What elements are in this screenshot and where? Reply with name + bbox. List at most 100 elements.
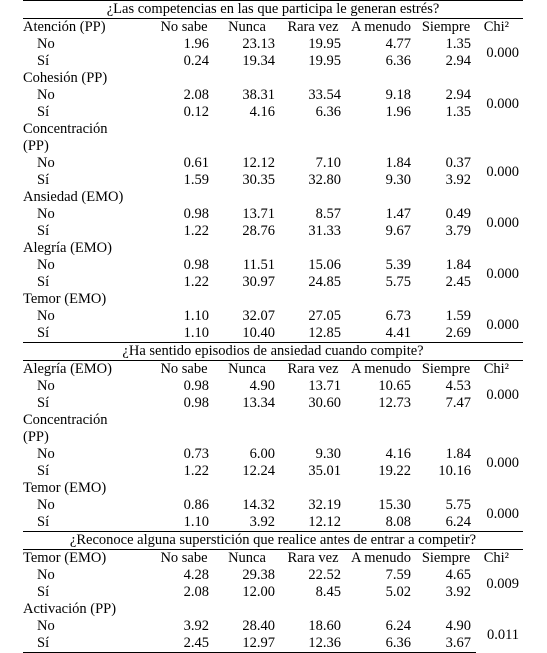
group-header-row: Atención (PP) No sabe Nunca Rara vez A menud… [23,19,523,37]
group-label: Ansiedad (EMO) [23,189,124,205]
group-header-row: Temor (EMO) [23,291,523,308]
chi-value: 0.000 [486,214,520,231]
cell-value: 33.54 [308,87,341,103]
empty-cell [346,138,416,155]
chi-header: Chi² [483,361,510,377]
empty-cell [476,291,523,308]
cell-value: 0.37 [445,155,471,171]
group-header-row: Ansiedad (EMO) [23,189,523,206]
empty-cell [416,429,476,446]
cell-value: 1.84 [385,155,411,171]
cell-value: 23.13 [242,36,275,52]
cell-value: 13.71 [242,206,275,222]
row-label: No [37,446,55,462]
cell-value: 10.16 [438,463,471,479]
empty-cell [280,480,346,497]
cell-value: 1.96 [385,104,411,120]
empty-cell [214,480,280,497]
group-header-row: Concentración [23,412,523,429]
data-row: Sí 1.22 12.24 35.01 19.22 10.16 [23,463,523,480]
column-header: Nunca [228,361,266,377]
empty-cell [280,412,346,429]
data-row: Sí 1.22 28.76 31.33 9.67 3.79 [23,223,523,240]
chi-value: 0.000 [486,265,520,282]
row-label: No [37,36,55,52]
data-row: Sí 0.24 19.34 19.95 6.36 2.94 [23,53,523,70]
cell-value: 8.57 [315,206,341,222]
chi-value: 0.009 [486,575,520,592]
question-text: ¿Ha sentido episodios de ansiedad cuando… [23,342,524,361]
cell-value: 12.24 [242,463,275,479]
group-label: Atención (PP) [23,19,106,35]
cell-value: 9.30 [385,172,411,188]
cell-value: 2.69 [445,325,471,341]
chi-value: 0.000 [486,454,520,471]
cell-value: 12.12 [242,155,275,171]
cell-value: 8.45 [315,584,341,600]
data-row: No 4.28 29.38 22.52 7.59 4.65 0.009 [23,567,523,592]
group-label: Temor (EMO) [23,550,107,566]
cell-value: 29.38 [242,567,275,583]
empty-cell [154,291,214,308]
cell-value: 6.73 [385,308,411,324]
cell-value: 4.90 [249,378,275,394]
data-row: No 0.98 4.90 13.71 10.65 4.53 0.000 [23,378,523,403]
column-header: A menudo [350,550,411,566]
empty-cell [416,240,476,257]
cell-value: 0.98 [183,257,209,273]
cell-value: 13.34 [242,395,275,411]
group-label: Alegría (EMO) [23,361,112,377]
empty-cell [154,412,214,429]
cell-value: 32.19 [308,497,341,513]
cell-value: 4.28 [183,567,209,583]
cell-value: 4.16 [385,446,411,462]
column-header: No sabe [160,361,208,377]
cell-value: 19.95 [308,36,341,52]
cell-value: 0.73 [183,446,209,462]
empty-cell [154,189,214,206]
column-header: Siempre [421,550,471,566]
cell-value: 1.84 [445,257,471,273]
chi-header: Chi² [483,550,510,566]
cell-value: 1.10 [183,325,209,341]
empty-cell [280,240,346,257]
cell-value: 30.60 [308,395,341,411]
cell-value: 1.47 [385,206,411,222]
cell-value: 38.31 [242,87,275,103]
row-label: No [37,155,55,171]
empty-cell [346,189,416,206]
row-label: No [37,378,55,394]
cell-value: 3.92 [445,584,471,600]
empty-cell [154,601,214,618]
cell-value: 3.79 [445,223,471,239]
cell-value: 5.75 [445,497,471,513]
group-label: Activación (PP) [23,601,117,617]
empty-cell [476,480,523,497]
group-header-row: Activación (PP) [23,601,523,618]
cell-value: 0.12 [183,104,209,120]
empty-cell [476,70,523,87]
row-label: No [37,206,55,222]
row-label: Sí [37,274,50,290]
cell-value: 4.41 [385,325,411,341]
data-row: Sí 0.12 4.16 6.36 1.96 1.35 [23,104,523,121]
cell-value: 12.12 [308,514,341,530]
cell-value: 3.67 [416,635,476,653]
row-label: Sí [37,325,50,341]
cell-value: 4.16 [249,104,275,120]
empty-cell [214,70,280,87]
data-row: No 2.08 38.31 33.54 9.18 2.94 0.000 [23,87,523,112]
cell-value: 0.61 [183,155,209,171]
cell-value: 1.59 [183,172,209,188]
group-header-row: Alegría (EMO) No sabe Nunca Rara vez A menud… [23,361,523,379]
question-row: ¿Ha sentido episodios de ansiedad cuando… [23,342,524,361]
empty-cell [416,412,476,429]
row-label: Sí [37,223,50,239]
question-row: ¿Reconoce alguna superstición que realic… [23,531,524,550]
cell-value: 32.07 [242,308,275,324]
cell-value: 4.53 [445,378,471,394]
empty-cell [416,70,476,87]
empty-cell [154,429,214,446]
data-row: No 0.86 14.32 32.19 15.30 5.75 0.000 [23,497,523,522]
data-row: No 0.73 6.00 9.30 4.16 1.84 0.000 [23,446,523,471]
